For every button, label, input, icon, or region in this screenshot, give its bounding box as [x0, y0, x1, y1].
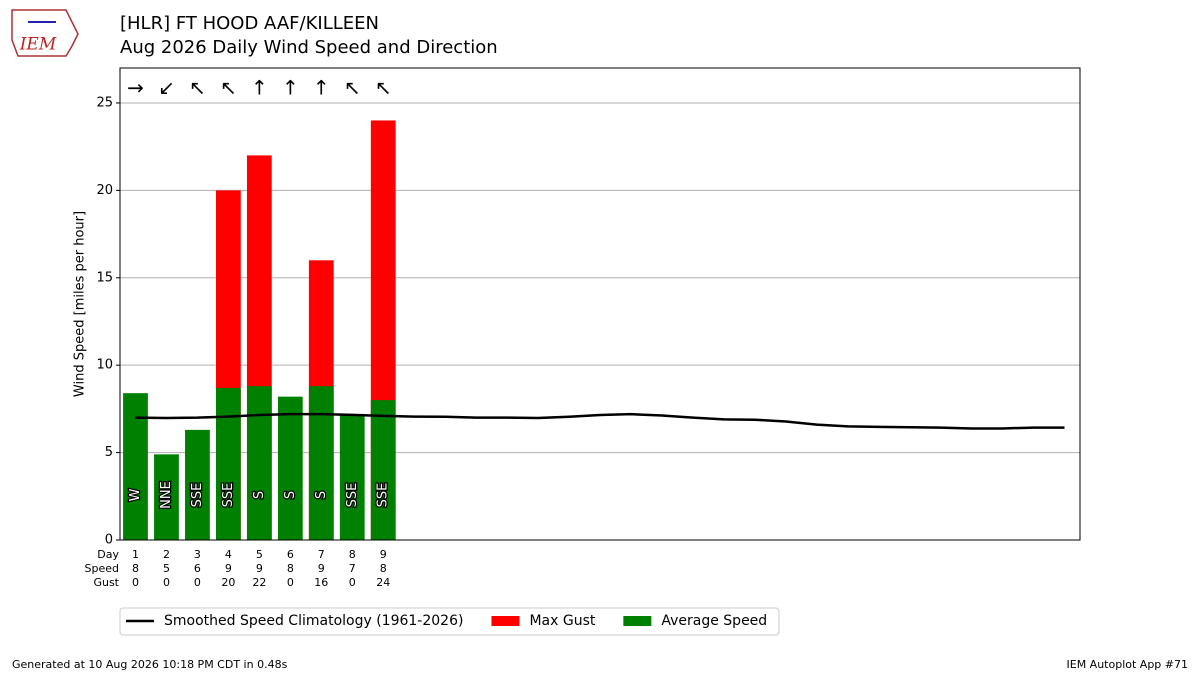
direction-arrow: ↑: [282, 76, 299, 100]
speed-label: 6: [194, 562, 201, 575]
gust-label: 20: [221, 576, 235, 589]
chart-subtitle: Aug 2026 Daily Wind Speed and Direction: [120, 37, 498, 58]
gust-label: 16: [314, 576, 328, 589]
bar: [308, 386, 334, 540]
direction-label: SSE: [376, 483, 391, 508]
speed-label: 9: [318, 562, 325, 575]
day-label: 9: [380, 548, 387, 561]
speed-label: 8: [132, 562, 139, 575]
gust-label: 0: [194, 576, 201, 589]
direction-label: NNE: [159, 481, 174, 509]
direction-arrow: ↑: [313, 76, 330, 100]
row-label: Speed: [85, 562, 119, 575]
direction-arrow: ↖: [375, 76, 392, 100]
direction-arrow: ↑: [251, 76, 268, 100]
gust-label: 24: [376, 576, 390, 589]
legend-label: Smoothed Speed Climatology (1961-2026): [164, 613, 463, 629]
direction-arrow: ↙: [158, 76, 175, 100]
y-tick-label: 10: [96, 358, 113, 373]
legend-swatch: [491, 616, 520, 626]
day-label: 5: [256, 548, 263, 561]
speed-label: 7: [349, 562, 356, 575]
direction-arrow: ↖: [344, 76, 361, 100]
y-tick-label: 5: [105, 445, 113, 460]
day-label: 8: [349, 548, 356, 561]
row-label: Gust: [93, 576, 119, 589]
logo-text: IEM: [19, 35, 57, 55]
legend-label: Average Speed: [661, 613, 767, 629]
speed-label: 5: [163, 562, 170, 575]
y-axis-label: Wind Speed [miles per hour]: [73, 211, 88, 397]
direction-arrow: ↖: [220, 76, 237, 100]
direction-label: SSE: [345, 483, 360, 508]
day-label: 7: [318, 548, 325, 561]
direction-label: SSE: [221, 483, 236, 508]
y-tick-label: 20: [96, 183, 113, 198]
chart-title: [HLR] FT HOOD AAF/KILLEEN: [120, 13, 379, 34]
direction-label: S: [252, 491, 267, 499]
logo: IEM: [11, 9, 79, 57]
bar: [246, 386, 272, 540]
day-label: 4: [225, 548, 232, 561]
y-tick-label: 25: [96, 95, 113, 110]
day-label: 6: [287, 548, 294, 561]
gust-label: 0: [349, 576, 356, 589]
direction-arrow: ↖: [189, 76, 206, 100]
bar: [339, 414, 365, 540]
bar: [154, 454, 179, 540]
speed-label: 8: [287, 562, 294, 575]
bar: [185, 429, 210, 540]
direction-label: S: [283, 491, 298, 499]
day-label: 1: [132, 548, 139, 561]
day-label: 2: [163, 548, 170, 561]
gust-label: 0: [132, 576, 139, 589]
footer-right: IEM Autoplot App #71: [1067, 658, 1189, 671]
bar: [123, 393, 148, 540]
y-tick-label: 0: [105, 533, 113, 548]
y-tick-label: 15: [96, 270, 113, 285]
legend-swatch: [623, 616, 652, 626]
direction-label: SSE: [190, 483, 205, 508]
speed-label: 9: [256, 562, 263, 575]
row-label: Day: [97, 548, 119, 561]
direction-label: S: [314, 491, 329, 499]
bar: [277, 396, 303, 540]
speed-label: 9: [225, 562, 232, 575]
speed-label: 8: [380, 562, 387, 575]
legend: [119, 607, 780, 636]
line: [135, 412, 1065, 430]
plot-frame: [119, 67, 1081, 541]
gust-label: 22: [252, 576, 266, 589]
legend-label: Max Gust: [529, 613, 595, 629]
direction-label: W: [128, 488, 143, 501]
day-label: 3: [194, 548, 201, 561]
gust-label: 0: [287, 576, 294, 589]
direction-arrow: →: [127, 76, 144, 100]
bar: [370, 400, 396, 540]
gust-label: 0: [163, 576, 170, 589]
footer-left: Generated at 10 Aug 2026 10:18 PM CDT in…: [12, 658, 288, 671]
bar: [216, 387, 241, 540]
